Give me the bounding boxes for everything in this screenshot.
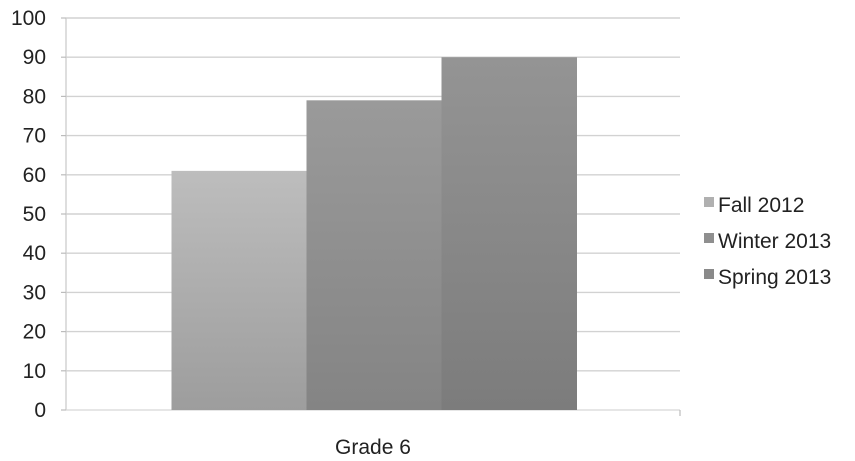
y-tick-label: 100 <box>11 7 46 30</box>
y-tick-label: 40 <box>23 242 46 265</box>
y-tick-label: 70 <box>23 125 46 148</box>
legend-swatch <box>704 233 714 243</box>
bars <box>171 57 577 410</box>
y-tick-label: 20 <box>23 321 46 344</box>
legend: Fall 2012 Winter 2013 Spring 2013 <box>704 194 831 289</box>
y-tick-label: 30 <box>23 281 46 304</box>
legend-swatch <box>704 197 714 207</box>
y-axis: 0 10 20 30 40 50 60 70 80 90 100 <box>11 7 681 422</box>
y-tick-label: 0 <box>34 399 46 422</box>
x-category-label: Grade 6 <box>335 436 411 459</box>
legend-label: Winter 2013 <box>718 230 831 253</box>
y-tick-label: 90 <box>23 46 46 69</box>
x-axis: Grade 6 <box>335 436 411 459</box>
legend-label: Spring 2013 <box>718 266 831 289</box>
legend-swatch <box>704 269 714 279</box>
y-tick-label: 80 <box>23 85 46 108</box>
y-tick-label: 10 <box>23 360 46 383</box>
y-tick-label: 50 <box>23 203 46 226</box>
legend-label: Fall 2012 <box>718 194 804 217</box>
bar-fall-2012 <box>171 170 307 410</box>
y-tick-label: 60 <box>23 164 46 187</box>
bar-spring-2013 <box>441 57 577 410</box>
bar-winter-2013 <box>306 100 442 410</box>
